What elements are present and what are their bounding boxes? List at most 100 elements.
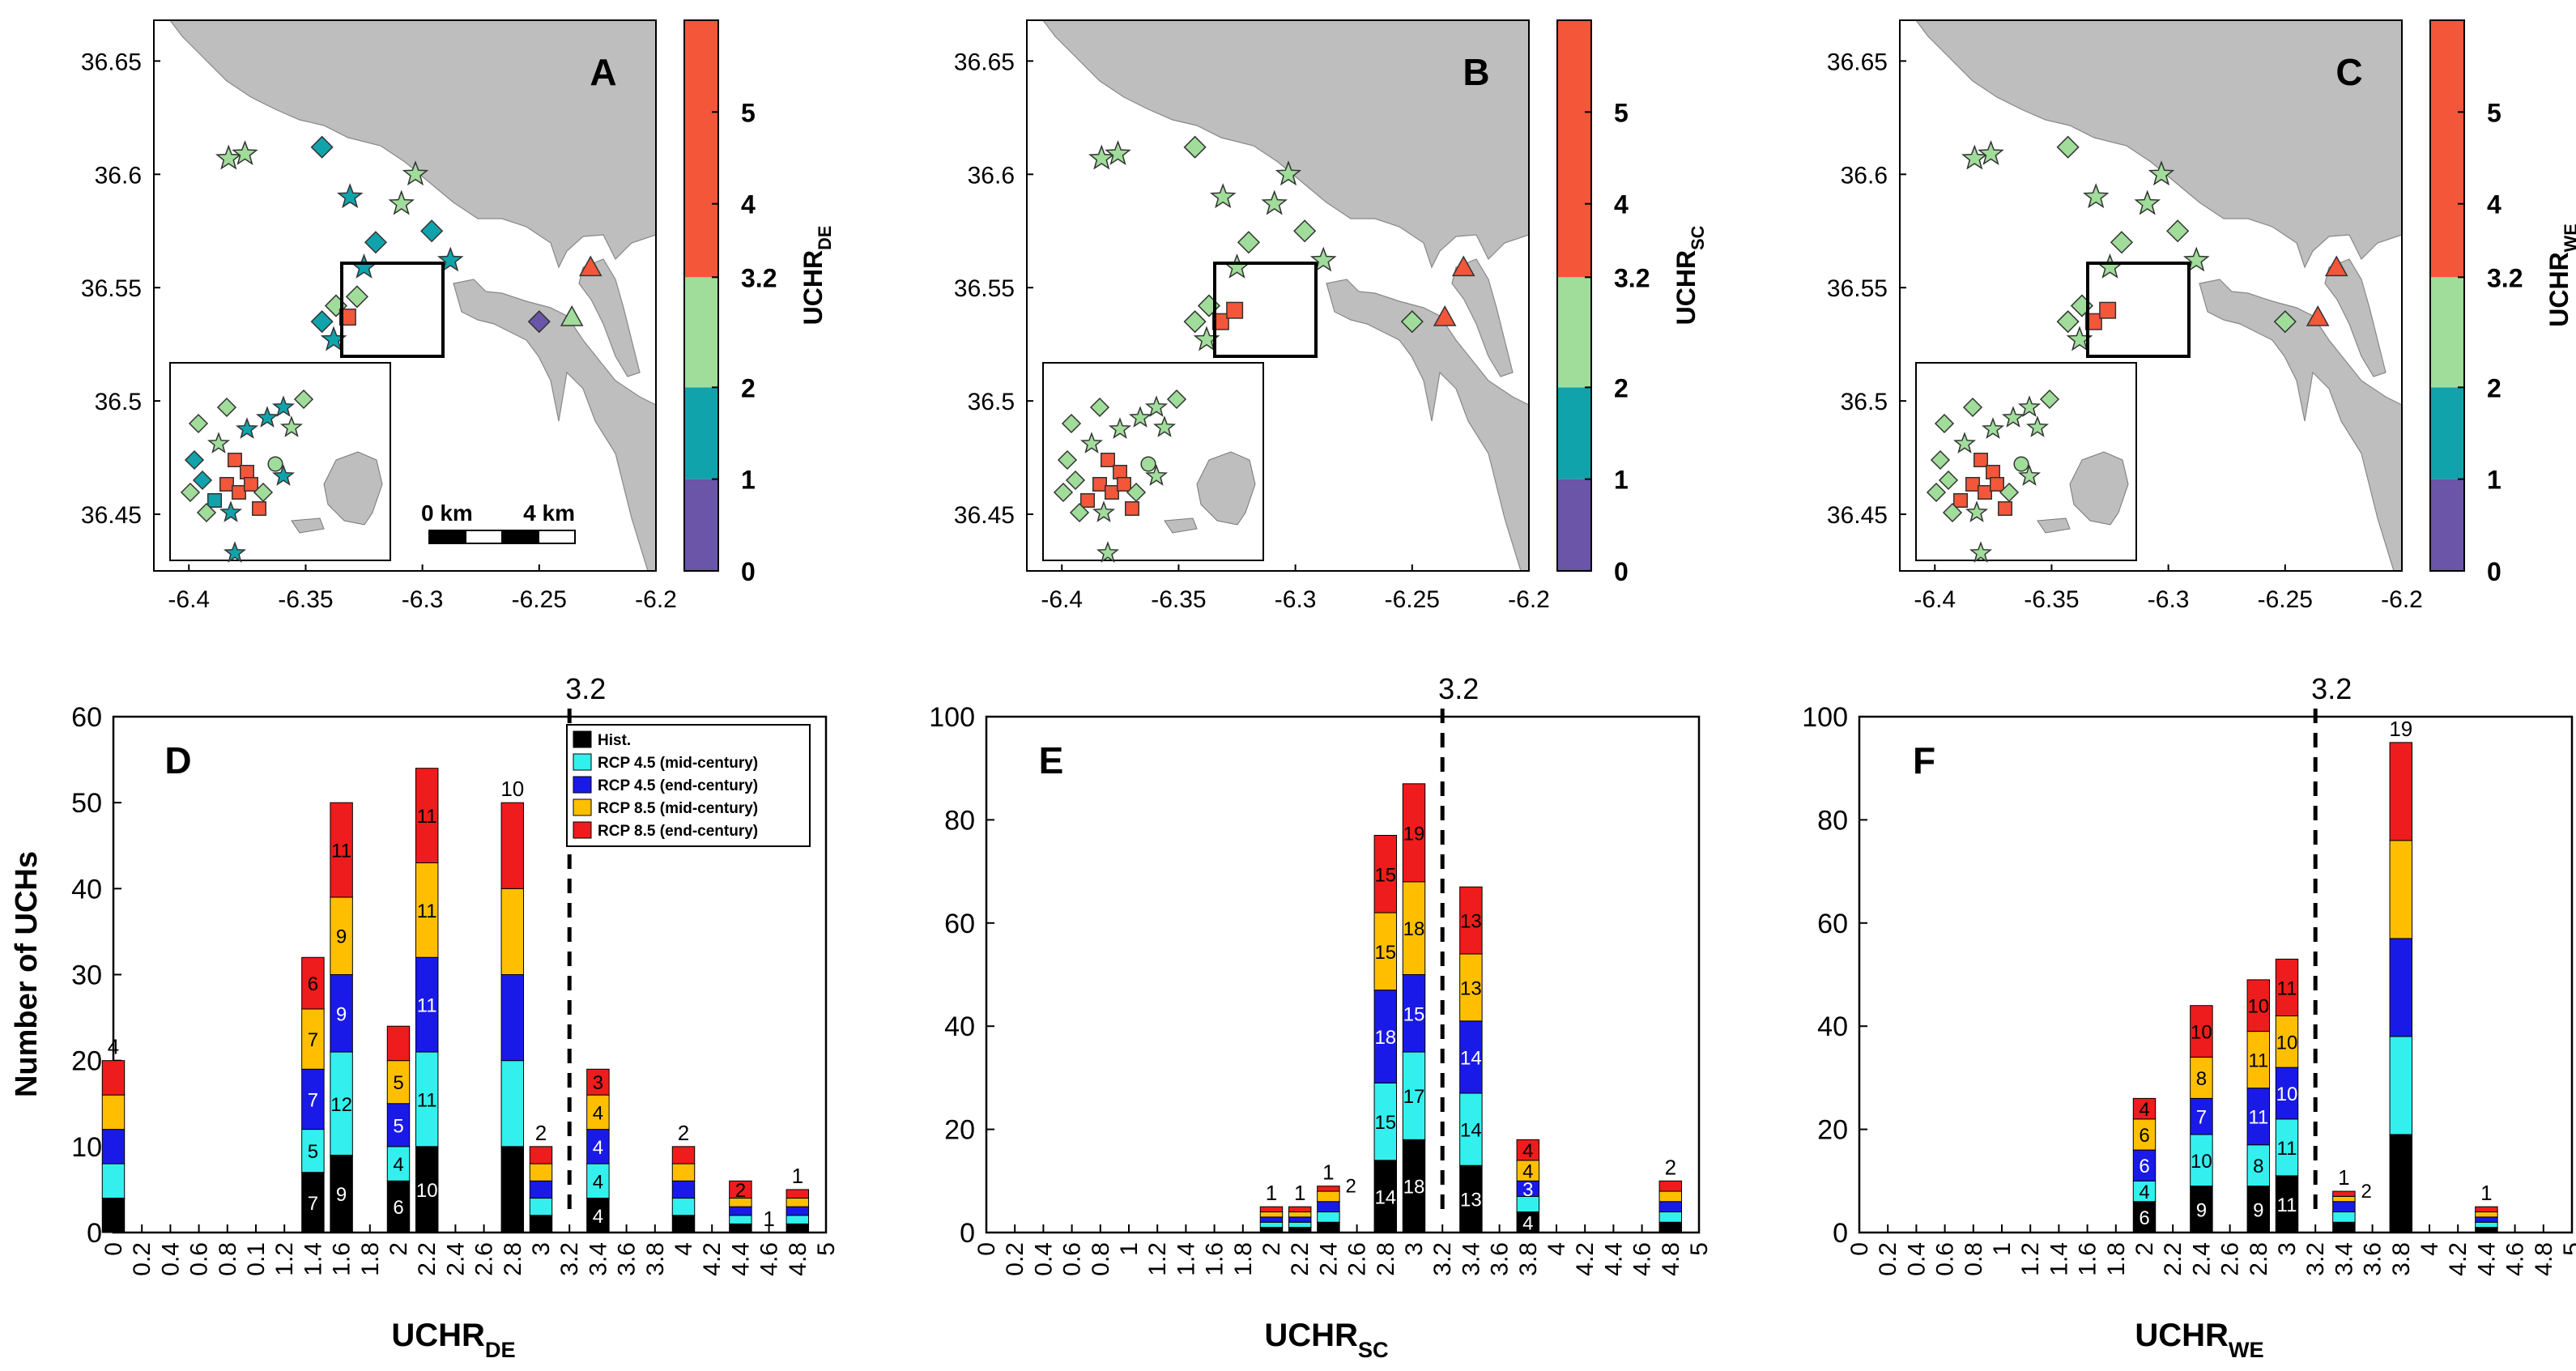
inset-land-small [1164,517,1198,534]
colorbar-purple [2430,479,2464,571]
x-tick-label: 1.6 [1202,1242,1228,1276]
legend-entry: RCP 8.5 (mid-century) [598,800,758,817]
bar-segment-label: 9 [336,1184,347,1206]
bar-segment [1658,1180,1683,1192]
bar-segment [2475,1206,2498,1213]
bar-segment [415,956,439,1053]
bar-stack: 1 [1288,1181,1312,1233]
bar-segment [2246,1088,2271,1146]
x-tick-label: 3 [528,1242,555,1256]
inset-marker [188,413,209,434]
inset-marker [207,493,222,508]
bar-segment [101,1163,126,1199]
bar-segment-label: 5 [308,1141,318,1163]
x-tick-label: 2.6 [471,1242,498,1276]
bar-segment [786,1198,810,1207]
inset-marker [1974,453,1988,467]
map-axes: -6.4 -6.35 -6.3 -6.25 -6.2 36.65 36.6 36.55 36.5… [81,49,677,613]
site-marker [345,285,368,309]
land-north [1915,20,2402,269]
x-tick-label: 1 [1989,1242,2016,1256]
y-tick-label: 60 [1817,909,1848,939]
site-marker [2056,135,2080,159]
bar-segment-label: 8 [2196,1068,2207,1090]
panel-letter: D [164,739,191,781]
colorbar-tick-label: 0 [2487,557,2501,586]
map-frame [1899,19,2403,572]
inset-marker [223,541,247,563]
y-tick-label: 36.6 [1841,162,1888,189]
x-tick-label: 1.6 [329,1242,356,1276]
x-tick-label: 0.4 [1030,1242,1057,1276]
x-tick-label: 3.6 [1487,1242,1514,1276]
y-tick-label: 36.65 [81,49,142,75]
inset-marker [180,482,201,503]
site-marker [1211,313,1229,330]
y-tick-label: 36.55 [81,275,142,302]
x-tick-label: 0.8 [215,1242,241,1276]
bar-stack: 7 5 7 7 6 [301,956,325,1233]
x-tick-label: 0.2 [1875,1242,1901,1276]
bar-segment [1516,1211,1540,1233]
site-marker [1293,219,1317,243]
bar-segment-label: 4 [1522,1140,1533,1162]
x-tick-label: 3.2 [556,1242,583,1276]
bar-segment-label: 14 [1374,1186,1396,1208]
colorbar-frame [2429,19,2465,572]
bar-segment [415,1146,439,1233]
x-tick-label: 0 [100,1242,127,1256]
x-tick-label: -6.3 [2148,586,2190,613]
bar-segment-label: 9 [2196,1199,2207,1221]
bar-stack: 2 [729,1180,752,1233]
x-axis-label: UCHRSC [1264,1318,1388,1362]
bar-stack: 1 [763,1207,774,1231]
bar-segment-label: 18 [1403,918,1425,940]
map-axes: -6.4 -6.35 -6.3 -6.25 -6.2 36.65 36.6 36.55 36.5… [1827,49,2423,613]
plot-frame [1858,715,2574,1234]
bar-segment [1259,1221,1284,1228]
x-tick-label: 4.6 [1629,1242,1656,1276]
bar-segment [1259,1211,1284,1218]
inset-marker [244,477,258,492]
colorbar-tick-label: 3.2 [2487,263,2523,292]
inset-marker [1057,449,1078,470]
bar-top-label: 1 [1294,1181,1305,1205]
x-tick-label: 4.2 [699,1242,726,1276]
bar-segment [101,1198,126,1233]
inset-marker [1952,432,1977,453]
site-marker [351,253,377,279]
bar-segment-label: 13 [1460,977,1482,999]
bar-stack: 2 [529,1121,553,1233]
inset-marker [1069,502,1090,523]
bar-segment [500,1060,525,1147]
bar-segment [2132,1201,2157,1233]
x-tick-label: -6.3 [402,586,444,613]
bar-stack: 1 [786,1164,810,1233]
inset-marker [293,389,314,410]
bar-segment [1373,912,1398,991]
bar-segment [1288,1211,1312,1218]
bar-segment [2246,979,2271,1033]
bar-side-label: 2 [1345,1176,1356,1198]
bar-top-label: 10 [500,777,524,801]
colorbar-tick-label: 2 [2487,373,2501,402]
land-north [1042,20,1529,269]
bar-segment-label: 7 [308,1089,318,1111]
x-tick-label: 0.4 [157,1242,184,1276]
bar-stack: 19 [2389,717,2412,1233]
x-tick-label: 2 [385,1242,412,1256]
inset-marker [1105,485,1119,500]
bar-segment-label: 13 [1460,911,1482,933]
x-tick-label: 3.8 [2388,1242,2415,1276]
bar-segment [2389,1134,2413,1233]
inset-marker [2039,389,2060,410]
legend-swatch [573,821,592,839]
bar-segment [671,1215,696,1233]
colorbar-tick-label: 3.2 [741,263,777,292]
colorbar-teal [1557,387,1591,479]
site-marker [2182,246,2210,272]
bar-segment-label: 4 [2139,1099,2149,1121]
colorbar-tick-label: 0 [741,557,756,586]
inset-marker [1053,482,1074,503]
